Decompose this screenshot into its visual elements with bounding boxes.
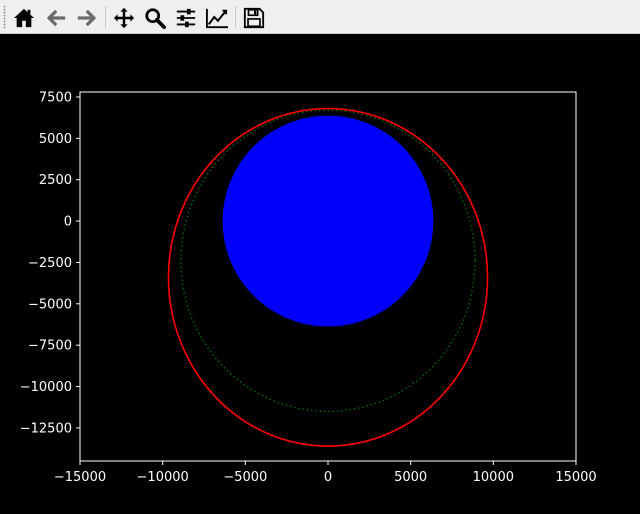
x-tick-label: −15000 bbox=[54, 470, 106, 485]
y-tick-label: 0 bbox=[64, 215, 72, 230]
zoom-button[interactable] bbox=[142, 5, 168, 31]
edit-axes-icon bbox=[206, 8, 228, 29]
y-tick-label: 2500 bbox=[39, 173, 72, 188]
navigation-toolbar bbox=[0, 0, 640, 34]
x-tick-label: 15000 bbox=[555, 470, 596, 485]
y-tick-label: −7500 bbox=[28, 339, 72, 354]
plot-shapes bbox=[167, 107, 489, 447]
x-tick-label: 10000 bbox=[473, 470, 514, 485]
y-tick-label: −10000 bbox=[20, 380, 72, 395]
home-button[interactable] bbox=[11, 5, 37, 31]
toolbar-grip[interactable] bbox=[3, 5, 6, 29]
forward-button[interactable] bbox=[74, 5, 100, 31]
back-arrow-icon bbox=[46, 9, 66, 27]
red-solid-orbit bbox=[167, 107, 489, 447]
save-floppy-icon bbox=[243, 7, 265, 29]
subplots-button[interactable] bbox=[173, 5, 199, 31]
save-button[interactable] bbox=[241, 5, 267, 31]
y-tick-label: −12500 bbox=[20, 421, 72, 436]
y-tick-label: 5000 bbox=[39, 132, 72, 147]
x-tick-label: 0 bbox=[324, 470, 332, 485]
y-tick-label: −5000 bbox=[28, 297, 72, 312]
forward-arrow-icon bbox=[77, 9, 97, 27]
toolbar-separator bbox=[235, 6, 236, 28]
toolbar-separator bbox=[105, 6, 106, 28]
configure-subplots-icon bbox=[176, 8, 196, 28]
figure-canvas[interactable]: −15000 −10000 −5000 0 5000 10000 15000 7500 500… bbox=[0, 34, 640, 514]
pan-button[interactable] bbox=[111, 5, 137, 31]
x-tick-label: −5000 bbox=[223, 470, 267, 485]
green-dotted-orbit bbox=[180, 109, 476, 413]
x-axis: −15000 −10000 −5000 0 5000 10000 15000 bbox=[54, 461, 597, 485]
blue-filled-circle bbox=[222, 115, 434, 327]
y-tick-label: −2500 bbox=[28, 256, 72, 271]
x-tick-label: 5000 bbox=[394, 470, 427, 485]
x-tick-label: −10000 bbox=[137, 470, 189, 485]
pan-move-icon bbox=[113, 7, 135, 29]
plot-svg[interactable]: −15000 −10000 −5000 0 5000 10000 15000 7500 500… bbox=[0, 34, 640, 514]
zoom-magnifier-icon bbox=[145, 8, 166, 29]
back-button[interactable] bbox=[43, 5, 69, 31]
y-axis: 7500 5000 2500 0 −2500 −5000 −7500 −10000 −12500 bbox=[20, 90, 80, 436]
y-tick-label: 7500 bbox=[39, 90, 72, 105]
customize-button[interactable] bbox=[204, 5, 230, 31]
home-icon bbox=[13, 8, 35, 28]
